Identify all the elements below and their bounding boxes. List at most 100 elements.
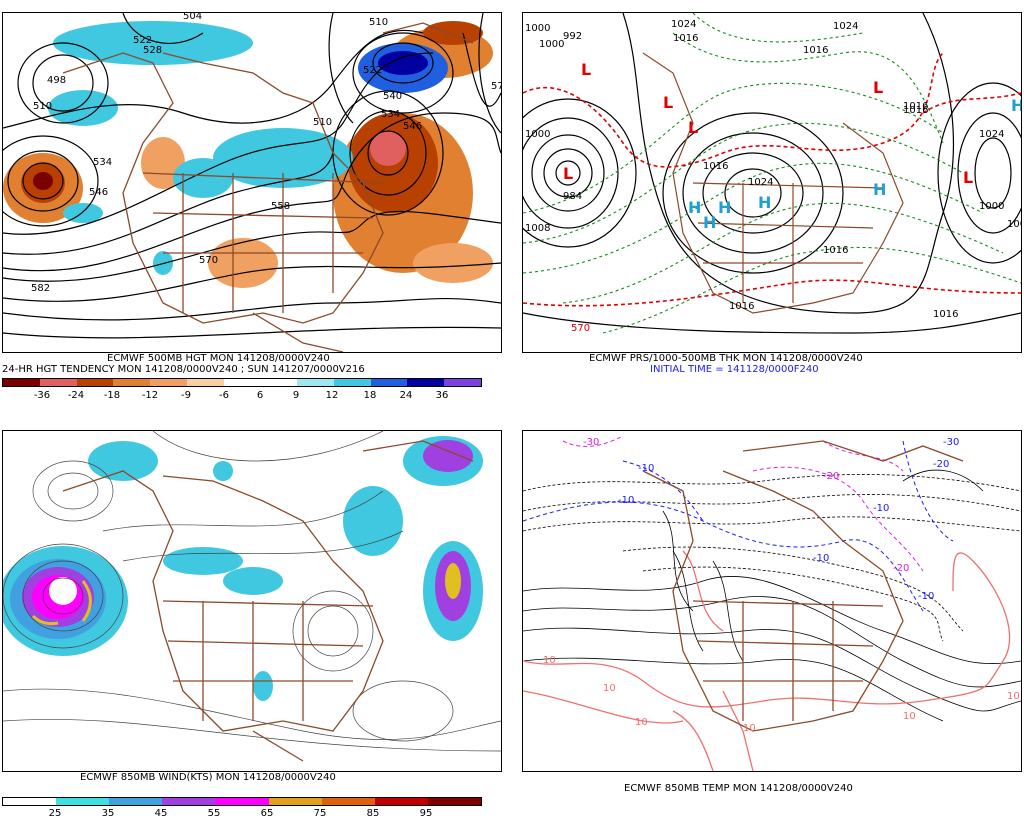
isotherm-label: -20 [823, 471, 839, 482]
colorbar-tick: -12 [141, 390, 159, 401]
contour-label: 510 [313, 117, 332, 128]
contour-label: 504 [183, 13, 202, 22]
colorbar-tick: 9 [292, 390, 300, 401]
colorbar-tick: 65 [260, 808, 274, 819]
contour-label: 510 [33, 101, 52, 112]
height-tendency-shading [3, 21, 493, 288]
isotherm-label: -10 [918, 591, 934, 602]
high-center: H [1011, 96, 1021, 115]
isobar-label: 1024 [748, 177, 773, 188]
contour-label: 582 [31, 283, 50, 294]
panel-title: ECMWF 850MB WIND(KTS) MON 141208/0000V24… [80, 772, 336, 783]
cold-isotherms [523, 440, 954, 612]
isobar-label: 1008 [525, 223, 550, 234]
isotherms [523, 469, 1021, 722]
low-center: L [873, 78, 883, 97]
colorbar-tick: 45 [154, 808, 168, 819]
coastlines [642, 440, 964, 732]
high-center: H [703, 213, 716, 232]
colorbar-tick: 95 [419, 808, 433, 819]
colorbar-tick: -18 [103, 390, 121, 401]
panel-title: ECMWF PRS/1000-500MB THK MON 141208/0000… [589, 353, 863, 364]
colorbar-tick: -24 [67, 390, 85, 401]
high-center: H [718, 198, 731, 217]
contour-label: 534 [93, 157, 112, 168]
panel-subtitle: 24-HR HGT TENDENCY MON 141208/0000V240 ;… [2, 364, 365, 375]
contour-label: 534 [381, 109, 400, 120]
isobar-label: 992 [563, 31, 582, 42]
isobar-label: 1016 [823, 245, 848, 256]
colorbar-tick: -6 [219, 390, 229, 401]
isobar-label: 1016 [803, 45, 828, 56]
contour-label: 522 [363, 65, 382, 76]
colorbar-tick: -9 [181, 390, 191, 401]
map-850mb-temperature: -30 -20 -10 -10 -20 -10 -10 -20 -30 -10 … [522, 430, 1022, 772]
colorbar-tick: 6 [256, 390, 264, 401]
isobar-label: 1016 [673, 33, 698, 44]
high-center: H [688, 198, 701, 217]
isobar-label: 1008 [1007, 219, 1021, 230]
streamlines [3, 431, 501, 752]
colorbar-tick: 24 [399, 390, 413, 401]
low-center: L [688, 118, 698, 137]
panel-500mb-height: 504 522 528 498 510 534 546 510 558 570 … [0, 0, 510, 410]
wind-colorbar [2, 797, 482, 806]
contour-label: 558 [271, 201, 290, 212]
low-center: L [581, 60, 591, 79]
isobar-label: 1000 [539, 39, 564, 50]
isotherm-label: -10 [873, 503, 889, 514]
isobar-label: 1016 [703, 161, 728, 172]
isobar-label: 1024 [833, 21, 858, 32]
isobar-label: 1000 [525, 23, 550, 34]
colorbar-tick: 18 [363, 390, 377, 401]
isotherm-label: -10 [618, 495, 634, 506]
low-center: L [663, 93, 673, 112]
isobar-label: 1016 [903, 101, 928, 112]
map-500mb-height: 504 522 528 498 510 534 546 510 558 570 … [2, 12, 502, 353]
isotherm-label: 10 [603, 683, 616, 694]
isotherm-label: 10 [635, 717, 648, 728]
map-pressure-thickness: L L L L L L H H H H H H 1000 992 1000 10… [522, 12, 1022, 353]
contour-label: 546 [403, 121, 422, 132]
map-850mb-wind [2, 430, 502, 772]
low-center: L [963, 168, 973, 187]
coastlines [62, 22, 474, 352]
panel-850mb-temperature: -30 -20 -10 -10 -20 -10 -10 -20 -30 -10 … [512, 418, 1024, 819]
isobar-label: 1016 [729, 301, 754, 312]
panel-title: ECMWF 500MB HGT MON 141208/0000V240 [107, 353, 330, 364]
thickness-label: 570 [571, 323, 590, 334]
colorbar-tick: 12 [325, 390, 339, 401]
isotherm-label: -30 [583, 437, 599, 448]
isobars [523, 13, 1021, 334]
isotherm-label: 10 [903, 711, 916, 722]
contour-label: 570 [199, 255, 218, 266]
contour-label: 57 [491, 81, 501, 92]
contour-label: 510 [369, 17, 388, 28]
panel-title: ECMWF 850MB TEMP MON 141208/0000V240 [624, 783, 853, 794]
colorbar-tick: 25 [48, 808, 62, 819]
high-center: H [758, 193, 771, 212]
negative-isotherms [523, 474, 1021, 642]
isotherm-label: 10 [543, 655, 556, 666]
isobar-label: 984 [563, 191, 582, 202]
isotherm-label: -20 [933, 459, 949, 470]
contour-label: 546 [89, 187, 108, 198]
isotherm-label: -20 [893, 563, 909, 574]
isotherm-label: 10 [1007, 691, 1020, 702]
initial-time: INITIAL TIME = 141128/0000F240 [650, 364, 819, 375]
colorbar-tick: -36 [33, 390, 51, 401]
isotherm-label: -10 [638, 463, 654, 474]
pressure-centers: L L L L L L H H H H H H [563, 60, 1021, 232]
colder-isotherms [562, 435, 924, 572]
tendency-colorbar [2, 378, 482, 387]
colorbar-tick: 55 [207, 808, 221, 819]
isobar-label: 1024 [671, 19, 696, 30]
high-center: H [873, 180, 886, 199]
colorbar-tick: 85 [366, 808, 380, 819]
thickness-540-570-lines [523, 52, 1021, 307]
warm-isotherms [523, 550, 1011, 771]
wind-speed-shading [3, 436, 483, 701]
colorbar-tick: 75 [313, 808, 327, 819]
isotherm-label: -30 [943, 437, 959, 448]
height-contours [3, 13, 501, 339]
